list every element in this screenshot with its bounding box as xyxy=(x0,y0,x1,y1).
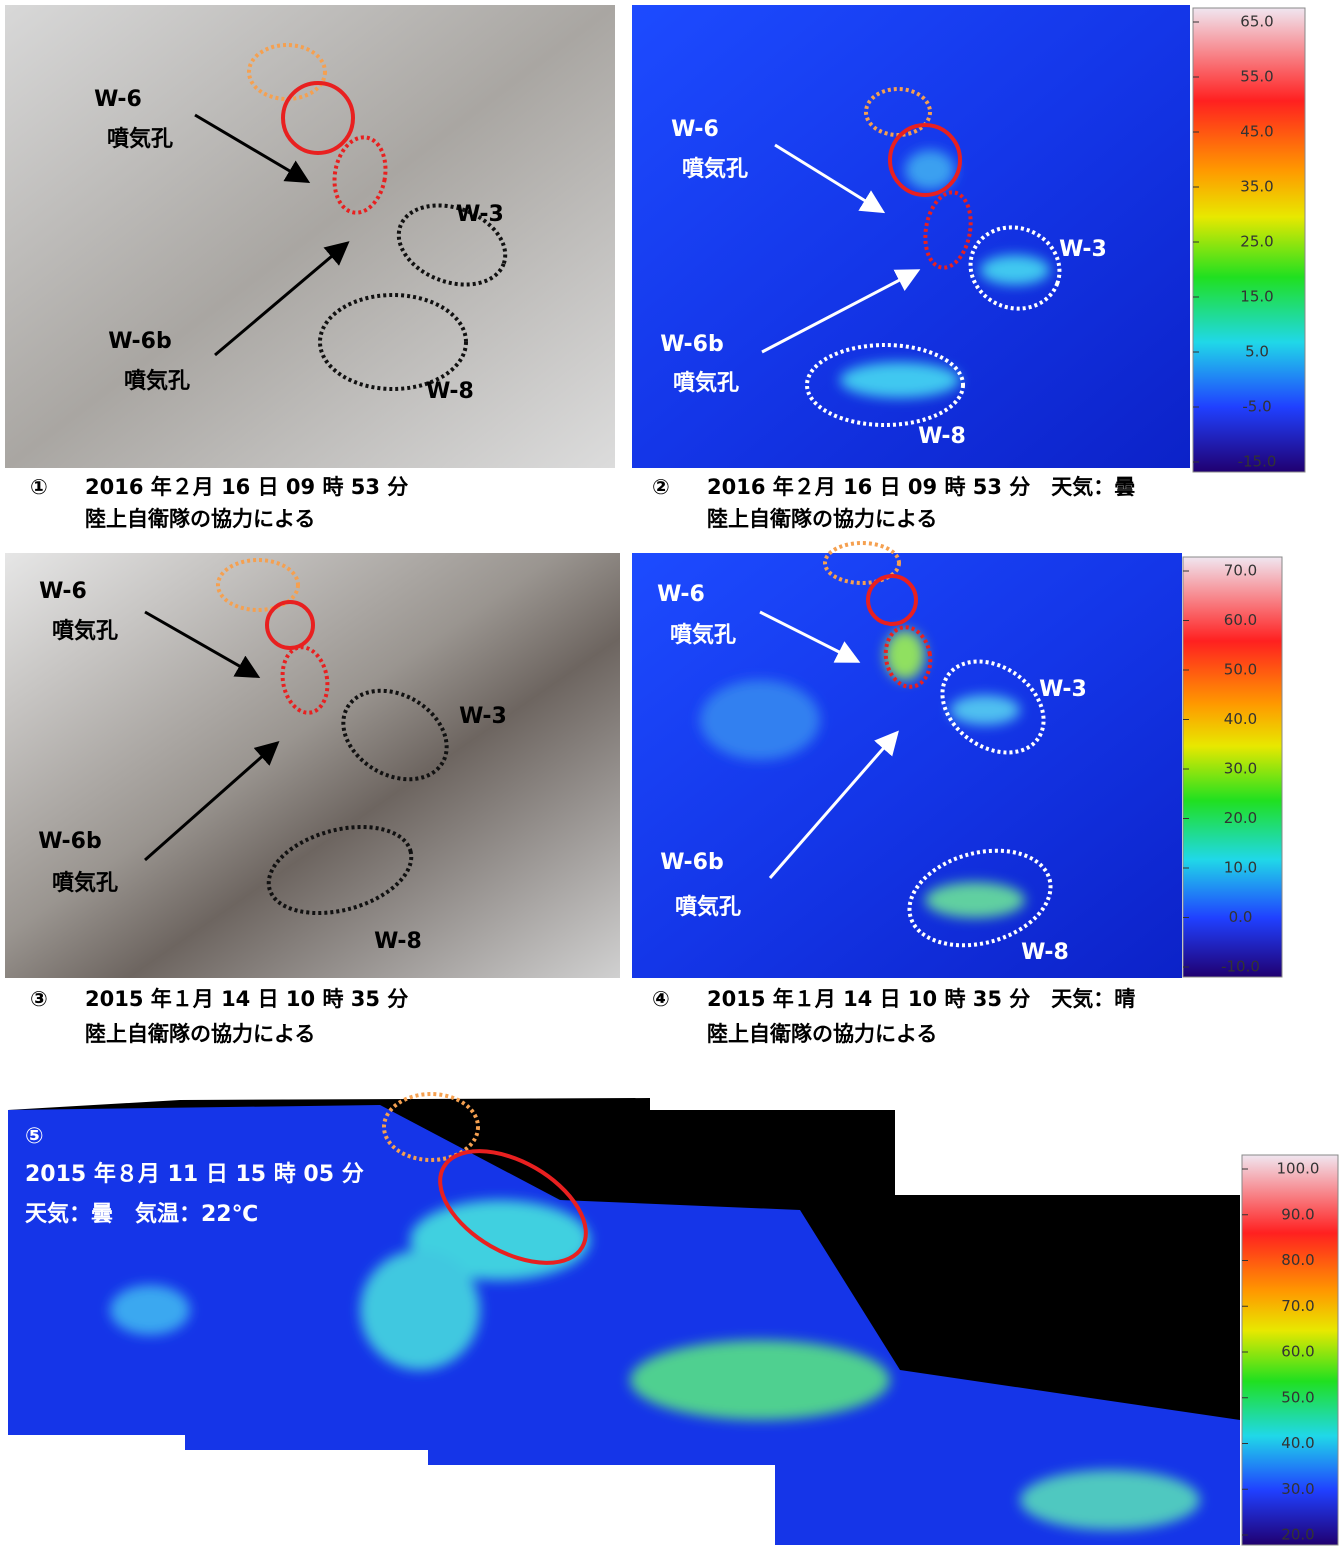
annotation-label: W-6b xyxy=(660,850,723,875)
scale-label: -15.0 xyxy=(1238,453,1277,471)
caption: 陸上自衛隊の協力による xyxy=(85,507,315,531)
caption: 2016 年２月 16 日 09 時 53 分 天気：曇 xyxy=(707,475,1135,499)
scale-label: 55.0 xyxy=(1240,68,1273,86)
annotation-label: W-6b xyxy=(660,332,723,357)
scale-label: -5.0 xyxy=(1242,398,1271,416)
annotation-label: 噴気孔 xyxy=(124,368,190,394)
scale-label: 20.0 xyxy=(1281,1526,1314,1544)
scale-label: 40.0 xyxy=(1281,1434,1314,1452)
figure: W-6 噴気孔 W-6b 噴気孔 W-3 W-8 ① 2016 年２月 16 日 09 時 5… xyxy=(0,0,1344,1546)
annotation-label: W-3 xyxy=(1059,237,1107,262)
panorama-caption: 天気：曇 気温：22℃ xyxy=(25,1201,258,1227)
annotation-label: W-8 xyxy=(918,424,966,449)
annotation-label: 噴気孔 xyxy=(670,622,736,648)
annotation-label: W-6 xyxy=(94,87,142,112)
caption-number: ④ xyxy=(652,987,670,1011)
scale-label: 5.0 xyxy=(1245,343,1269,361)
scale-label: 100.0 xyxy=(1277,1160,1320,1178)
scale-label: 80.0 xyxy=(1281,1251,1314,1269)
panel-number: ⑤ xyxy=(25,1124,44,1149)
annotation-label: W-8 xyxy=(426,379,474,404)
scale-label: 40.0 xyxy=(1224,710,1257,728)
caption: 陸上自衛隊の協力による xyxy=(707,1022,937,1046)
scale-label: 70.0 xyxy=(1281,1297,1314,1315)
scale-label: 30.0 xyxy=(1281,1480,1314,1498)
annotation-label: W-6b xyxy=(108,329,171,354)
caption: 2016 年２月 16 日 09 時 53 分 xyxy=(85,475,408,499)
scale-label: 10.0 xyxy=(1224,859,1257,877)
annotation-label: 噴気孔 xyxy=(107,126,173,152)
caption-number: ② xyxy=(652,475,670,499)
caption-number: ③ xyxy=(30,987,48,1011)
scale-label: 50.0 xyxy=(1224,661,1257,679)
scale-label: 0.0 xyxy=(1229,908,1253,926)
scale-label: -10.0 xyxy=(1221,958,1260,976)
caption-number: ① xyxy=(30,475,48,499)
annotation-label: W-3 xyxy=(456,202,504,227)
annotation-label: W-6 xyxy=(39,579,87,604)
scale-label: 30.0 xyxy=(1224,760,1257,778)
photo xyxy=(5,5,615,468)
scale-label: 35.0 xyxy=(1240,178,1273,196)
scale-label: 20.0 xyxy=(1224,809,1257,827)
panorama-caption: 2015 年８月 11 日 15 時 05 分 xyxy=(25,1161,364,1187)
scale-label: 50.0 xyxy=(1281,1388,1314,1406)
annotation-label: 噴気孔 xyxy=(52,870,118,896)
annotation-label: 噴気孔 xyxy=(682,156,748,182)
annotation-label: W-3 xyxy=(459,704,507,729)
caption: 2015 年１月 14 日 10 時 35 分 xyxy=(85,987,408,1011)
scale-label: 65.0 xyxy=(1240,13,1273,31)
annotation-label: 噴気孔 xyxy=(675,894,741,920)
annotation-label: W-6 xyxy=(657,582,705,607)
caption: 陸上自衛隊の協力による xyxy=(85,1022,315,1046)
annotation-label: W-6 xyxy=(671,117,719,142)
scale-label: 15.0 xyxy=(1240,288,1273,306)
annotation-label: 噴気孔 xyxy=(673,370,739,396)
scale-label: 25.0 xyxy=(1240,233,1273,251)
annotation-label: W-8 xyxy=(374,929,422,954)
scale-label: 60.0 xyxy=(1224,611,1257,629)
annotation-label: 噴気孔 xyxy=(52,618,118,644)
caption: 2015 年１月 14 日 10 時 35 分 天気：晴 xyxy=(707,987,1135,1011)
annotation-label: W-3 xyxy=(1039,677,1087,702)
scale-label: 60.0 xyxy=(1281,1343,1314,1361)
scale-label: 90.0 xyxy=(1281,1205,1314,1223)
annotation-label: W-8 xyxy=(1021,940,1069,965)
scale-label: 45.0 xyxy=(1240,123,1273,141)
scale-label: 70.0 xyxy=(1224,562,1257,580)
caption: 陸上自衛隊の協力による xyxy=(707,507,937,531)
annotation-label: W-6b xyxy=(38,829,101,854)
